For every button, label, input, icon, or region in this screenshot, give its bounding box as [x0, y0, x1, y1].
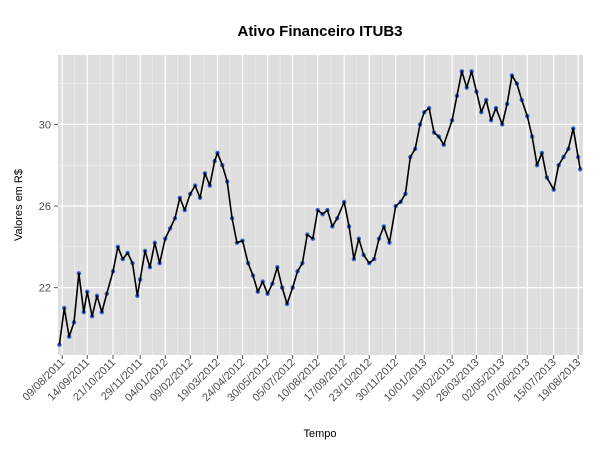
x-axis-title: Tempo [303, 428, 336, 440]
y-tick-label: 26 [39, 201, 51, 213]
y-axis-title: Valores em R$ [13, 169, 25, 241]
y-tick-label: 22 [39, 283, 51, 295]
plot-background [58, 55, 583, 355]
y-tick-label: 30 [39, 119, 51, 131]
line [58, 70, 581, 345]
chart-title: Ativo Financeiro ITUB3 [237, 23, 402, 40]
